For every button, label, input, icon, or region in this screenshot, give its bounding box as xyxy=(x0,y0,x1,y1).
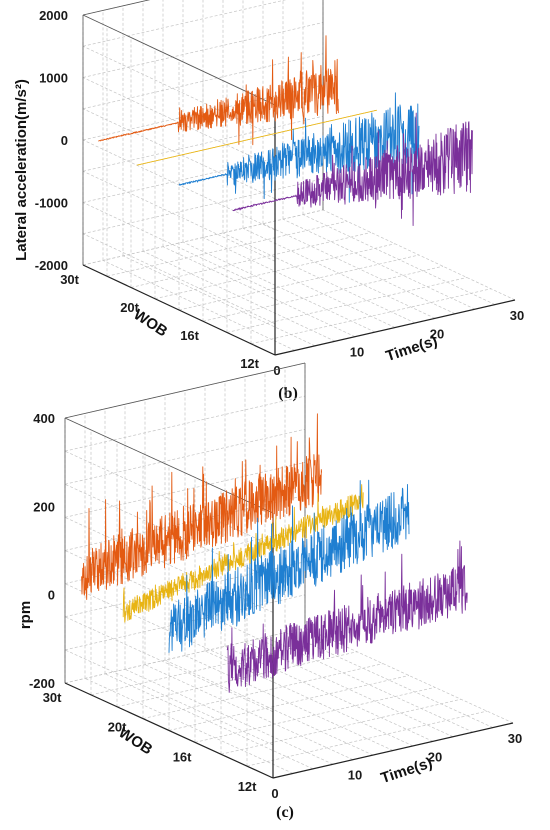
panel-c-gridline xyxy=(185,656,393,751)
panel-b-wob-tick-label: 16t xyxy=(180,328,199,343)
panel-b-caption: (b) xyxy=(278,385,298,402)
panel-c-z-tick-label: 200 xyxy=(33,499,55,514)
panel-b-gridline xyxy=(227,278,467,333)
panel-b-z-tick-label: 2000 xyxy=(39,8,68,23)
panel-b-grid xyxy=(83,0,515,355)
panel-b-time-tick-label: 10 xyxy=(350,345,364,360)
panel-b-gridline xyxy=(263,224,455,314)
panel-b-time-tick-label: 0 xyxy=(273,363,280,378)
panel-c-gridline xyxy=(169,676,409,731)
panel-c-caption: (c) xyxy=(276,804,294,821)
panel-c-wob-tick-label: 12t xyxy=(238,779,257,794)
panel-c-z-axis-title: rpm xyxy=(17,601,34,629)
panel-b-wob-tick-label: 12t xyxy=(240,356,259,371)
panel-b-wob-tick-label: 30t xyxy=(60,272,79,287)
panel-b-gridline xyxy=(203,238,395,328)
panel-b-z-tick-label: -2000 xyxy=(35,258,68,273)
panel-c-z-tick-label: -200 xyxy=(29,676,55,691)
panel-c-wob-tick-label: 30t xyxy=(43,690,62,705)
panel-b-time-tick-label: 30 xyxy=(510,308,524,323)
panel-b-z-tick-label: 1000 xyxy=(39,71,68,86)
panel-c-wob-axis-title: WOB xyxy=(115,724,155,758)
panel-b-time-axis-title: Time(s) xyxy=(384,332,440,365)
panel-b-gridline xyxy=(243,228,435,318)
panel-b-z-tick-label: -1000 xyxy=(35,196,68,211)
panel-b-gridline xyxy=(203,266,443,321)
panel-b-z-axis-title: Lateral acceleration(m/s²) xyxy=(13,79,30,261)
panel-c-z-tick-label: 400 xyxy=(33,411,55,426)
panel-b-z-tick-label: 0 xyxy=(61,133,68,148)
panel-c-wob-tick-label: 16t xyxy=(173,749,192,764)
panel-c-time-tick-label: 0 xyxy=(271,786,278,801)
panel-c-time-tick-label: 30 xyxy=(508,731,522,746)
panel-c-time-tick-label: 10 xyxy=(348,768,362,783)
panel-c-z-tick-label: 0 xyxy=(48,588,55,603)
panel-c-wob-axis xyxy=(65,683,273,778)
panel-b-gridline xyxy=(223,233,415,323)
panel-b-wob-axis-title: WOB xyxy=(130,306,170,340)
panel-b-series xyxy=(98,36,472,226)
panel-c-gridline xyxy=(247,711,487,766)
panel-c-time-axis-title: Time(s) xyxy=(379,754,435,787)
